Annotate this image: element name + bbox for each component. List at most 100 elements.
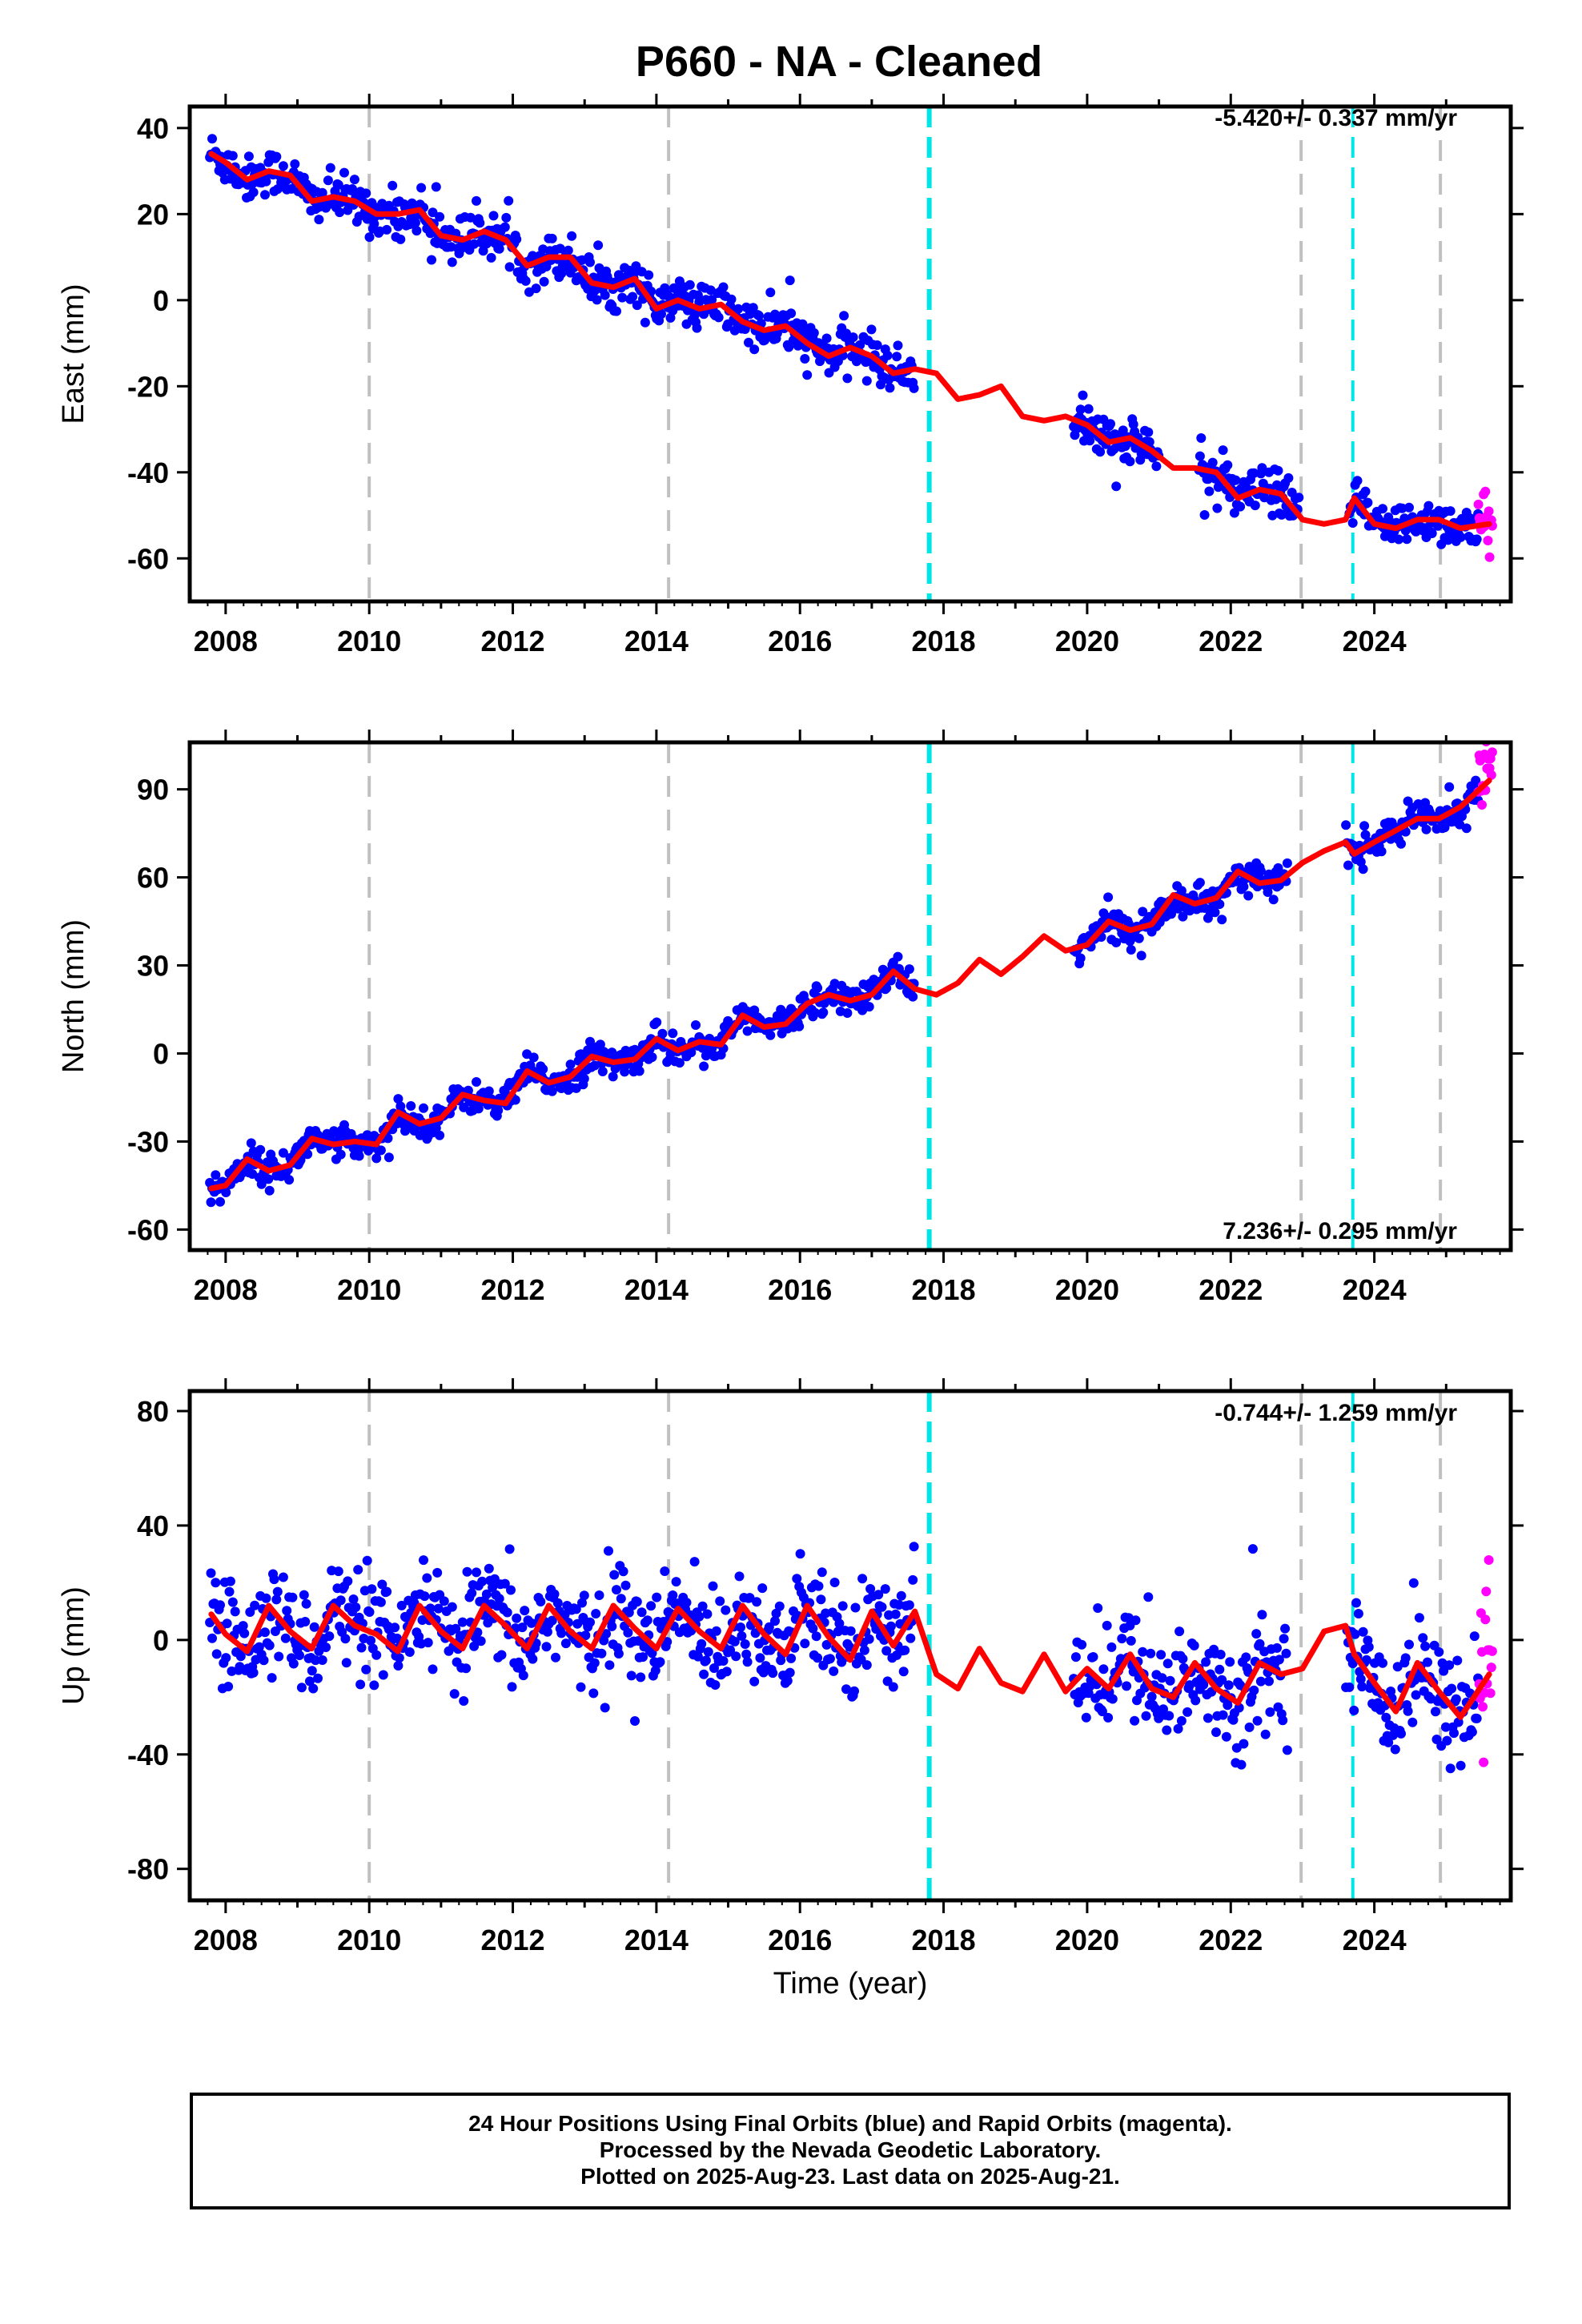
final-orbit-point — [1456, 1760, 1466, 1771]
final-orbit-point — [274, 1651, 284, 1662]
final-orbit-point — [528, 1654, 538, 1664]
final-orbit-point — [1403, 1706, 1413, 1716]
final-orbit-point — [1264, 1676, 1274, 1687]
final-orbit-point — [1434, 1647, 1444, 1657]
final-orbit-point — [428, 1664, 438, 1675]
final-orbit-point — [882, 350, 893, 360]
final-orbit-point — [383, 1152, 394, 1163]
final-orbit-point — [734, 1571, 745, 1582]
x-tick-label: 2016 — [768, 625, 832, 657]
final-orbit-point — [909, 383, 919, 393]
final-orbit-point — [638, 1652, 648, 1663]
final-orbit-point — [1215, 1664, 1225, 1675]
y-axis-label: Up (mm) — [57, 1586, 90, 1705]
final-orbit-point — [1196, 433, 1207, 443]
final-orbit-point — [1279, 1634, 1289, 1644]
rapid-orbit-point — [1486, 770, 1496, 780]
final-orbit-point — [225, 1576, 235, 1586]
final-orbit-point — [1440, 1722, 1451, 1732]
final-orbit-point — [580, 1630, 591, 1641]
final-orbit-point — [278, 1572, 288, 1582]
final-orbit-point — [612, 1585, 621, 1595]
final-orbit-point — [420, 1591, 430, 1602]
final-orbit-point — [592, 295, 602, 305]
final-orbit-point — [260, 1627, 270, 1638]
final-orbit-point — [697, 1601, 708, 1611]
final-orbit-point — [633, 1636, 644, 1646]
final-orbit-point — [307, 1666, 317, 1676]
final-orbit-point — [1423, 1657, 1432, 1667]
final-orbit-point — [771, 1608, 781, 1618]
final-orbit-point — [1098, 1664, 1109, 1675]
final-orbit-point — [349, 175, 359, 185]
final-orbit-point — [377, 1579, 387, 1590]
final-orbit-point — [642, 1615, 652, 1626]
final-orbit-point — [472, 1077, 481, 1087]
final-orbit-point — [472, 195, 481, 206]
final-orbit-point — [1203, 474, 1213, 485]
final-orbit-point — [588, 1688, 599, 1699]
final-orbit-point — [671, 1577, 681, 1587]
final-orbit-point — [808, 1623, 818, 1634]
final-orbit-point — [467, 1588, 477, 1598]
final-orbit-point — [1360, 486, 1371, 497]
final-orbit-point — [813, 1581, 824, 1591]
final-orbit-point — [488, 211, 499, 221]
final-orbit-point — [1097, 1707, 1107, 1717]
final-orbit-point — [1111, 938, 1122, 947]
final-orbit-point — [1445, 1763, 1456, 1774]
final-orbit-point — [541, 1642, 552, 1652]
final-orbit-point — [469, 1641, 480, 1651]
final-orbit-point — [512, 1613, 522, 1623]
y-tick-label: 90 — [137, 774, 169, 806]
final-orbit-point — [668, 1028, 678, 1039]
final-orbit-point — [222, 1618, 232, 1629]
final-orbit-point — [1204, 486, 1215, 497]
rapid-orbit-point — [1485, 1688, 1496, 1699]
final-orbit-point — [726, 294, 737, 304]
final-orbit-point — [703, 1647, 713, 1657]
final-orbit-point — [864, 1634, 874, 1644]
final-orbit-point — [206, 1568, 216, 1578]
final-orbit-point — [563, 245, 573, 255]
final-orbit-point — [255, 1144, 266, 1155]
final-orbit-point — [404, 1647, 415, 1657]
final-orbit-point — [504, 262, 515, 272]
final-orbit-point — [311, 1655, 321, 1666]
final-orbit-point — [1423, 501, 1434, 511]
final-orbit-point — [753, 311, 764, 321]
final-orbit-point — [547, 233, 557, 243]
x-tick-label: 2024 — [1343, 1273, 1407, 1306]
final-orbit-point — [1378, 504, 1387, 514]
final-orbit-point — [290, 159, 300, 169]
final-orbit-point — [656, 309, 666, 320]
final-orbit-point — [1268, 895, 1279, 905]
final-orbit-point — [410, 218, 420, 228]
final-orbit-point — [1278, 1715, 1288, 1726]
final-orbit-point — [585, 1617, 595, 1627]
final-orbit-point — [1223, 460, 1233, 470]
final-orbit-point — [296, 1683, 307, 1693]
final-orbit-point — [507, 1682, 517, 1692]
final-orbit-point — [640, 317, 650, 328]
plot-area — [205, 107, 1497, 601]
model-fit-line — [208, 151, 1492, 532]
final-orbit-point — [745, 1593, 755, 1603]
final-orbit-point — [520, 1606, 530, 1616]
final-orbit-point — [909, 1542, 919, 1552]
final-orbit-point — [1355, 1674, 1366, 1684]
final-orbit-point — [1396, 838, 1406, 849]
final-orbit-point — [1445, 506, 1456, 517]
final-orbit-point — [697, 1638, 707, 1649]
final-orbit-point — [476, 1636, 486, 1647]
final-orbit-point — [1157, 1673, 1167, 1683]
final-orbit-point — [1217, 915, 1227, 925]
final-orbit-point — [885, 383, 895, 393]
final-orbit-point — [577, 1598, 587, 1608]
final-orbit-point — [278, 161, 288, 171]
final-orbit-point — [371, 1650, 382, 1660]
x-tick-label: 2018 — [912, 625, 976, 657]
final-orbit-point — [859, 1645, 869, 1655]
final-orbit-point — [1363, 497, 1373, 508]
final-orbit-point — [1447, 1683, 1457, 1694]
